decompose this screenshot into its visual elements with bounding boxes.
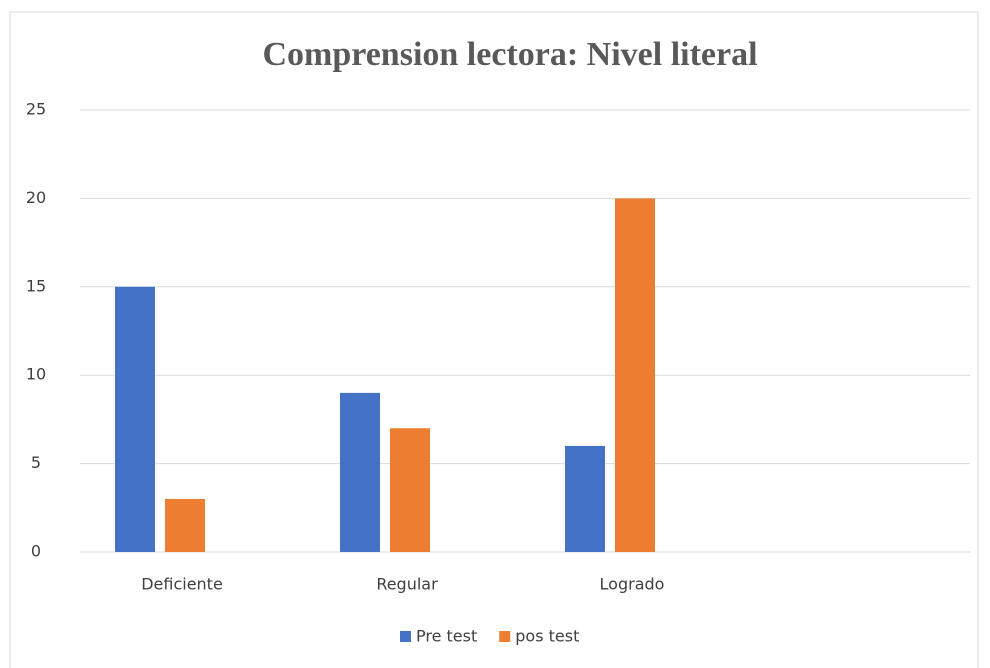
y-tick-label: 20 [26,188,46,207]
legend-label: Pre test [416,627,477,646]
x-tick-label: Logrado [600,575,665,594]
y-tick-label: 15 [26,276,46,295]
bar [390,428,430,552]
y-tick-label: 0 [31,542,41,561]
x-tick-label: Regular [376,575,438,594]
y-tick-label: 5 [31,453,41,472]
y-tick-label: 25 [26,100,46,119]
chart-title: Comprension lectora: Nivel literal [262,36,757,73]
bar [565,445,605,552]
legend-swatch [400,631,411,642]
legend-swatch [499,631,511,642]
legend-label: pos test [515,627,579,646]
bar [115,286,155,552]
bar [165,498,205,552]
x-tick-label: Deficiente [141,575,223,594]
y-tick-label: 10 [26,365,46,384]
bar [615,198,655,552]
chart-border [9,11,979,668]
bar [340,392,380,552]
